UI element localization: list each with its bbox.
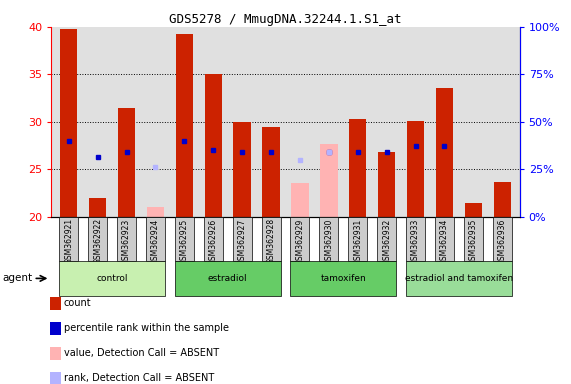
Bar: [348, 217, 367, 261]
Text: GSM362926: GSM362926: [209, 218, 218, 265]
Bar: [291, 183, 308, 217]
Bar: [320, 144, 337, 217]
Bar: [465, 203, 482, 217]
Text: GSM362922: GSM362922: [93, 218, 102, 265]
Bar: [464, 217, 483, 261]
Text: estradiol: estradiol: [208, 274, 247, 283]
Bar: [175, 217, 194, 261]
Bar: [118, 108, 135, 217]
Text: GSM362921: GSM362921: [64, 218, 73, 265]
Bar: [378, 152, 395, 217]
Text: GSM362928: GSM362928: [267, 218, 276, 265]
Text: GSM362934: GSM362934: [440, 218, 449, 265]
Text: count: count: [64, 298, 91, 308]
Title: GDS5278 / MmugDNA.32244.1.S1_at: GDS5278 / MmugDNA.32244.1.S1_at: [169, 13, 402, 26]
Text: rank, Detection Call = ABSENT: rank, Detection Call = ABSENT: [64, 373, 214, 383]
Text: agent: agent: [3, 273, 33, 283]
Text: tamoxifen: tamoxifen: [320, 274, 366, 283]
Text: value, Detection Call = ABSENT: value, Detection Call = ABSENT: [64, 348, 219, 358]
Bar: [406, 217, 425, 261]
Bar: [117, 217, 136, 261]
Bar: [234, 122, 251, 217]
Bar: [88, 217, 107, 261]
Text: percentile rank within the sample: percentile rank within the sample: [64, 323, 229, 333]
Bar: [176, 35, 193, 217]
Bar: [493, 182, 511, 217]
Text: control: control: [96, 274, 128, 283]
Text: GSM362936: GSM362936: [498, 218, 507, 265]
Text: GSM362925: GSM362925: [180, 218, 189, 265]
Bar: [175, 261, 280, 296]
Bar: [59, 261, 165, 296]
Bar: [291, 217, 309, 261]
Bar: [262, 217, 280, 261]
Bar: [349, 119, 367, 217]
Bar: [377, 217, 396, 261]
Bar: [319, 217, 339, 261]
Text: GSM362935: GSM362935: [469, 218, 478, 265]
Bar: [493, 217, 512, 261]
Bar: [89, 198, 106, 217]
Bar: [232, 217, 252, 261]
Bar: [60, 29, 78, 217]
Text: GSM362924: GSM362924: [151, 218, 160, 265]
Bar: [263, 127, 280, 217]
Bar: [204, 217, 223, 261]
Bar: [435, 217, 454, 261]
Bar: [59, 217, 78, 261]
Bar: [407, 121, 424, 217]
Bar: [147, 207, 164, 217]
Text: GSM362931: GSM362931: [353, 218, 362, 265]
Text: GSM362923: GSM362923: [122, 218, 131, 265]
Text: estradiol and tamoxifen: estradiol and tamoxifen: [405, 274, 513, 283]
Text: GSM362930: GSM362930: [324, 218, 333, 265]
Bar: [204, 74, 222, 217]
Bar: [146, 217, 165, 261]
Bar: [291, 261, 396, 296]
Text: GSM362927: GSM362927: [238, 218, 247, 265]
Text: GSM362929: GSM362929: [295, 218, 304, 265]
Text: GSM362933: GSM362933: [411, 218, 420, 265]
Text: GSM362932: GSM362932: [382, 218, 391, 265]
Bar: [406, 261, 512, 296]
Bar: [436, 88, 453, 217]
